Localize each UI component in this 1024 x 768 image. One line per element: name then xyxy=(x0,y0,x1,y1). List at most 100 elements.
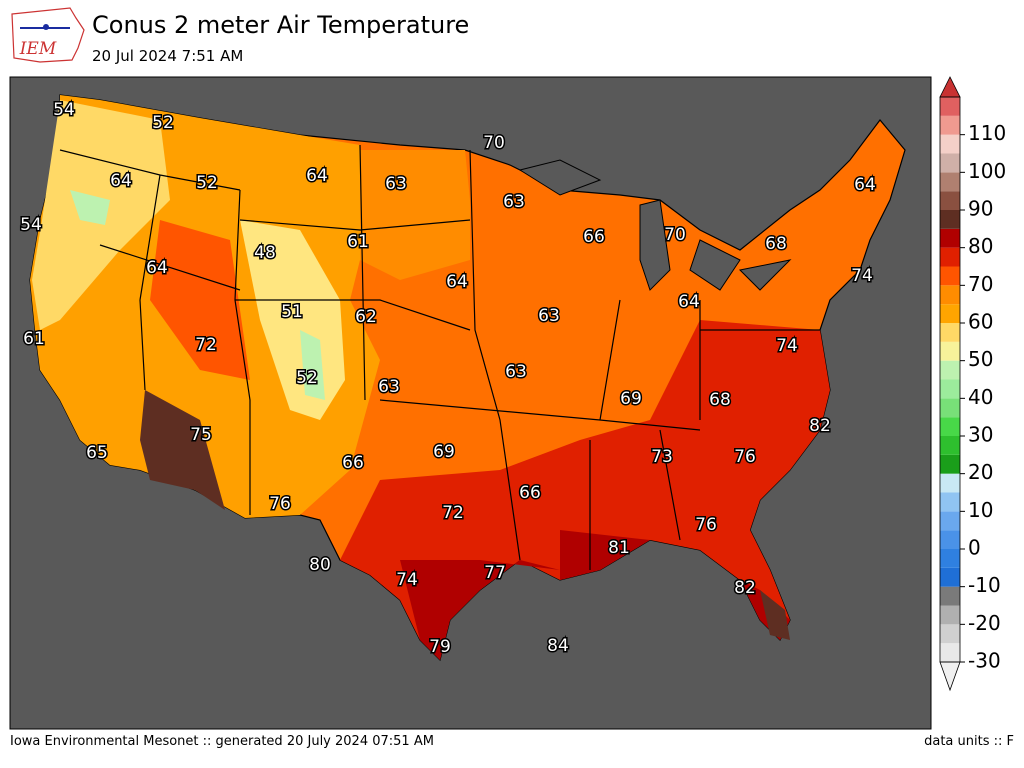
colorbar-band xyxy=(940,624,960,644)
colorbar-band xyxy=(940,210,960,229)
logo: IEM xyxy=(11,7,85,63)
colorbar-tick-label: 20 xyxy=(968,460,993,484)
subtitle: 20 Jul 2024 7:51 AM xyxy=(92,47,243,65)
colorbar-band xyxy=(940,304,960,323)
temperature-label: 63 xyxy=(538,306,560,326)
temperature-label: 61 xyxy=(23,329,45,349)
temperature-label: 62 xyxy=(355,307,377,327)
colorbar-tick-label: -30 xyxy=(968,649,1001,673)
temperature-label: 69 xyxy=(620,389,642,409)
temperature-label: 69 xyxy=(433,442,455,462)
temperature-label: 72 xyxy=(442,503,464,523)
colorbar-band xyxy=(940,549,960,568)
temperature-label: 54 xyxy=(53,100,75,120)
temperature-label: 64 xyxy=(854,175,876,195)
temperature-label: 64 xyxy=(146,258,168,278)
map xyxy=(9,76,932,730)
colorbar-band xyxy=(940,473,960,493)
temperature-label: 48 xyxy=(254,243,276,263)
temperature-label: 84 xyxy=(547,636,569,656)
temperature-label: 76 xyxy=(734,447,756,467)
colorbar-tick-label: 80 xyxy=(968,234,993,258)
colorbar-band xyxy=(940,153,960,173)
logo-text: IEM xyxy=(19,39,57,59)
colorbar-tick-label: -20 xyxy=(968,611,1001,635)
temperature-label: 63 xyxy=(503,192,525,212)
temperature-label: 77 xyxy=(484,563,506,583)
colorbar-band xyxy=(940,247,960,267)
temperature-label: 65 xyxy=(86,443,108,463)
temperature-label: 54 xyxy=(20,215,42,235)
temperature-label: 51 xyxy=(281,302,303,322)
colorbar-band xyxy=(940,454,960,474)
colorbar-tick-label: 70 xyxy=(968,272,993,296)
colorbar-band xyxy=(940,492,960,512)
colorbar-tick-label: 60 xyxy=(968,310,993,334)
footer-left: Iowa Environmental Mesonet :: generated … xyxy=(10,734,434,749)
temperature-label: 82 xyxy=(809,416,831,436)
temperature-label: 74 xyxy=(396,570,418,590)
colorbar-frame xyxy=(939,96,961,663)
colorbar-tick-label: 30 xyxy=(968,423,993,447)
temperature-label: 76 xyxy=(695,515,717,535)
colorbar-band xyxy=(940,643,960,662)
temperature-label: 63 xyxy=(385,174,407,194)
colorbar-tick-label: 100 xyxy=(968,159,1006,183)
temperature-label: 68 xyxy=(709,390,731,410)
colorbar-band xyxy=(940,341,960,361)
colorbar: -30 -20 -10 0 10 20 30 40 50 60 70 80 90 100 110 xyxy=(939,76,1006,692)
colorbar-band xyxy=(940,323,960,342)
temperature-label: 73 xyxy=(651,447,673,467)
temperature-label: 76 xyxy=(269,494,291,514)
colorbar-band xyxy=(940,511,960,531)
temperature-label: 52 xyxy=(152,113,174,133)
colorbar-band xyxy=(940,266,960,286)
colorbar-tick-label: -10 xyxy=(968,573,1001,597)
temperature-label: 79 xyxy=(429,637,451,657)
colorbar-tick-label: 50 xyxy=(968,347,993,371)
temperature-label: 74 xyxy=(776,336,798,356)
colorbar-band xyxy=(940,97,960,116)
colorbar-band xyxy=(940,134,960,154)
footer-right: data units :: F xyxy=(924,734,1014,749)
colorbar-band xyxy=(940,379,960,399)
colorbar-tick-label: 90 xyxy=(968,197,993,221)
colorbar-band xyxy=(940,398,960,418)
temperature-label: 64 xyxy=(306,166,328,186)
temperature-label: 74 xyxy=(851,266,873,286)
colorbar-band xyxy=(940,586,960,606)
colorbar-tick-label: 110 xyxy=(968,121,1006,145)
temperature-label: 70 xyxy=(664,225,686,245)
colorbar-band xyxy=(940,605,960,625)
temperature-label: 82 xyxy=(734,578,756,598)
colorbar-band xyxy=(940,567,960,587)
temperature-label: 81 xyxy=(608,538,630,558)
temperature-label: 70 xyxy=(483,133,505,153)
colorbar-over xyxy=(939,76,961,98)
colorbar-band xyxy=(940,191,960,210)
temperature-label: 68 xyxy=(765,234,787,254)
colorbar-tick-label: 10 xyxy=(968,498,993,522)
colorbar-under xyxy=(939,661,961,692)
colorbar-band xyxy=(940,360,960,380)
colorbar-band xyxy=(940,115,960,135)
colorbar-band xyxy=(940,436,960,455)
colorbar-band xyxy=(940,228,960,248)
map-labels: 54 52 70 64 52 64 63 63 64 54 66 70 61 68 48 64 64 74 51 62… xyxy=(19,99,878,659)
temperature-label: 64 xyxy=(446,272,468,292)
temperature-label: 64 xyxy=(110,171,132,191)
temperature-label: 52 xyxy=(296,368,318,388)
colorbar-band xyxy=(940,172,960,192)
temperature-label: 66 xyxy=(342,453,364,473)
title: Conus 2 meter Air Temperature xyxy=(92,11,469,39)
temperature-label: 66 xyxy=(519,483,541,503)
temperature-label: 63 xyxy=(378,377,400,397)
colorbar-band xyxy=(940,530,960,549)
temperature-label: 75 xyxy=(190,425,212,445)
colorbar-band xyxy=(940,285,960,305)
temperature-label: 72 xyxy=(195,335,217,355)
temperature-label: 61 xyxy=(347,232,369,252)
temperature-label: 52 xyxy=(196,173,218,193)
temperature-label: 64 xyxy=(678,292,700,312)
